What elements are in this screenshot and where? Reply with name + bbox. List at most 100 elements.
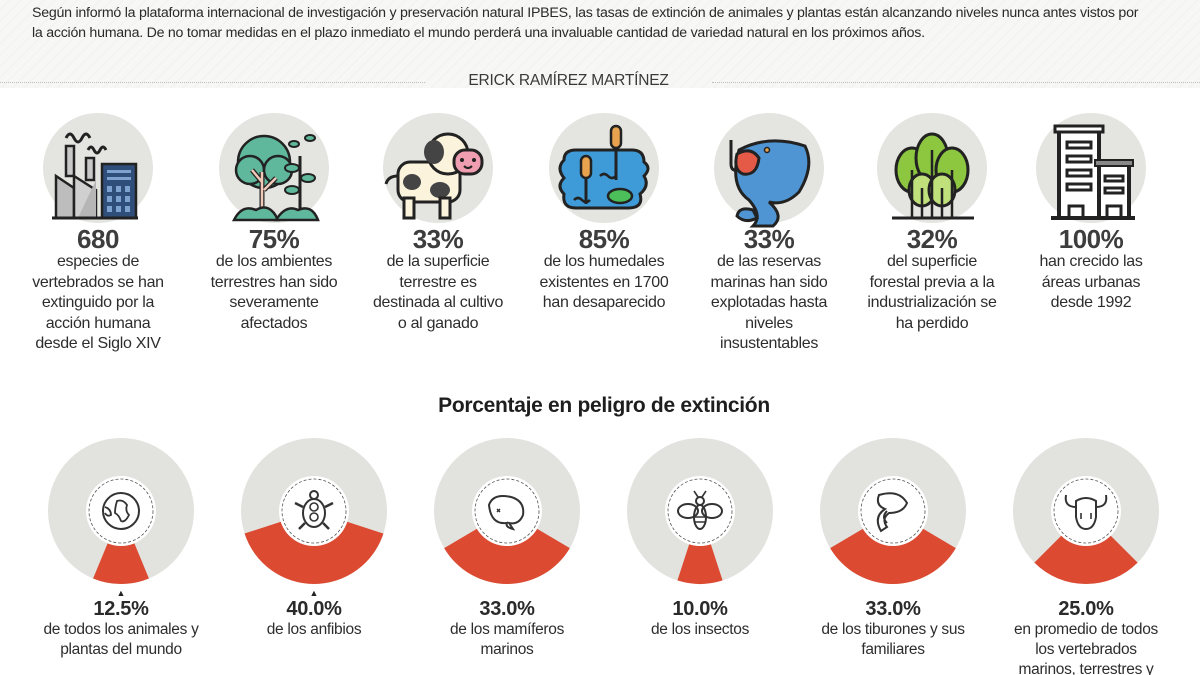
donut-graphic xyxy=(241,438,387,584)
category-label-line: familiares xyxy=(861,641,925,658)
globe-icon xyxy=(102,492,140,530)
stat-value: 32% xyxy=(906,224,958,254)
bee-icon xyxy=(677,490,723,530)
pointer-triangle-icon xyxy=(991,588,1181,598)
category-label-line: de los mamíferos xyxy=(449,621,565,638)
stat-description-line: forestal previa a la xyxy=(869,273,995,291)
donut-center xyxy=(665,476,735,546)
stat-description-line: marinas han sido xyxy=(710,273,828,291)
stat-description-line: extinguido por la xyxy=(41,294,155,311)
stat-description-line: áreas urbanas xyxy=(1041,273,1141,291)
chart-item: ▲ 40.0% de los anfibios xyxy=(219,436,409,640)
donut-center xyxy=(86,476,156,546)
trees-icon xyxy=(872,110,992,228)
cow-icon xyxy=(378,110,498,228)
data-label: 33.0% xyxy=(479,598,535,620)
stat-item: 85% de los humedales existentes en 1700 han… xyxy=(519,110,689,314)
data-label: 33.0% xyxy=(865,598,921,620)
category-label-line: los vertebrados xyxy=(1035,641,1137,658)
stat-value: 75% xyxy=(248,224,300,254)
shark-icon xyxy=(876,492,909,533)
stat-value: 33% xyxy=(743,224,795,254)
stat-description-line: insustentables xyxy=(719,335,819,352)
author-byline: ERICK RAMÍREZ MARTÍNEZ xyxy=(468,72,669,89)
byline-divider-right xyxy=(712,82,1200,83)
bull-skull-icon xyxy=(1064,494,1108,531)
chart-item: 33.0% de los tiburones y sus familiares xyxy=(798,436,988,660)
stat-description-line: han desaparecido xyxy=(542,294,666,311)
donut-graphic xyxy=(434,438,580,584)
donut-wedge xyxy=(244,511,384,584)
data-label: 40.0% xyxy=(286,598,342,620)
stat-description-line: de la superficie xyxy=(386,253,490,270)
stat-description-line: existentes en 1700 xyxy=(539,273,669,291)
stat-description-line: ha perdido xyxy=(895,314,969,332)
chart-title: Porcentaje en peligro de extinción xyxy=(438,394,770,417)
category-label-line: marinos, terrestres y xyxy=(1018,661,1154,675)
stat-description-line: terrestre es xyxy=(399,273,477,291)
donut-center-dashed-ring xyxy=(474,478,540,544)
byline-divider-left xyxy=(0,82,425,83)
stat-description-line: especies de xyxy=(56,253,140,270)
donut-graphic xyxy=(820,438,966,584)
whale-icon xyxy=(487,495,525,531)
stat-description-line: severamente xyxy=(229,294,319,311)
pointer-triangle-icon xyxy=(798,588,988,598)
category-label-line: de los anfibios xyxy=(266,621,362,638)
pointer-triangle-icon xyxy=(605,588,795,598)
stat-description-line: han crecido las xyxy=(1039,253,1143,270)
turtle-icon xyxy=(294,490,334,530)
forest-plants-icon xyxy=(214,110,334,228)
byline-row: ERICK RAMÍREZ MARTÍNEZ xyxy=(0,72,1200,94)
stat-description-line: de los humedales xyxy=(543,253,665,270)
donut-graphic xyxy=(48,438,194,584)
pointer-triangle-icon: ▲ xyxy=(309,588,319,598)
category-label-line: de los tiburones y sus xyxy=(821,621,965,638)
category-label-line: plantas del mundo xyxy=(60,641,182,658)
chart-item: 33.0% de los mamíferos marinos xyxy=(412,436,602,660)
stat-value: 33% xyxy=(412,224,464,254)
stat-item: 75% de los ambientes terrestres han sido se… xyxy=(189,110,359,334)
stat-item: 33% de las reservas marinas han sido explot… xyxy=(684,110,854,355)
donut-center-dashed-ring xyxy=(88,478,154,544)
donut-center xyxy=(858,476,928,546)
stat-item: 100% han crecido las áreas urbanas desde 19… xyxy=(1006,110,1176,314)
category-label-line: de todos los animales y xyxy=(43,621,199,638)
chart-item: 25.0% en promedio de todos los vertebrados… xyxy=(991,436,1181,675)
stat-description-line: de las reservas xyxy=(717,253,821,270)
stat-description-line: niveles xyxy=(745,314,793,332)
donut-center xyxy=(472,476,542,546)
donut-wedge xyxy=(830,511,956,584)
wetland-pond-icon xyxy=(544,110,664,228)
donut-center xyxy=(1051,476,1121,546)
donut-wedge xyxy=(677,511,723,584)
stat-item: 32% del superficie forestal previa a la ind… xyxy=(847,110,1017,334)
chart-item: 10.0% de los insectos xyxy=(605,436,795,640)
donut-center-dashed-ring xyxy=(860,478,926,544)
pointer-triangle-icon: ▲ xyxy=(116,588,126,598)
data-label: 12.5% xyxy=(93,598,149,620)
donut-center-dashed-ring xyxy=(667,478,733,544)
donut-graphic xyxy=(1013,438,1159,584)
intro-paragraph: Según informó la plataforma internaciona… xyxy=(32,5,1139,41)
category-label-line: marinos xyxy=(480,641,534,658)
stat-description-line: terrestres han sido xyxy=(210,273,338,291)
donut-graphic xyxy=(627,438,773,584)
hooked-fish-icon xyxy=(709,110,829,228)
category-label-line: de los insectos xyxy=(650,621,750,638)
chart-item: ▲ 12.5% de todos los animales y plantas del… xyxy=(26,436,216,660)
stat-description-line: industrialización se xyxy=(867,294,997,311)
stat-item: 33% de la superficie terrestre es destinada… xyxy=(353,110,523,334)
stat-item: 680 especies de vertebrados se han extingui… xyxy=(13,110,183,355)
stat-description-line: desde el Siglo XIV xyxy=(35,335,161,352)
data-label: 25.0% xyxy=(1058,598,1114,620)
stat-description-line: afectados xyxy=(240,314,308,332)
donut-center-dashed-ring xyxy=(1053,478,1119,544)
stat-description-line: explotadas hasta xyxy=(710,294,828,311)
stat-description-line: destinada al cultivo xyxy=(372,294,504,311)
donut-wedge xyxy=(444,511,570,584)
stat-description-line: de los ambientes xyxy=(215,253,333,270)
stat-description-line: vertebrados se han xyxy=(32,273,164,291)
stat-description-line: desde 1992 xyxy=(1050,294,1132,311)
stat-description-line: acción humana xyxy=(45,314,151,332)
